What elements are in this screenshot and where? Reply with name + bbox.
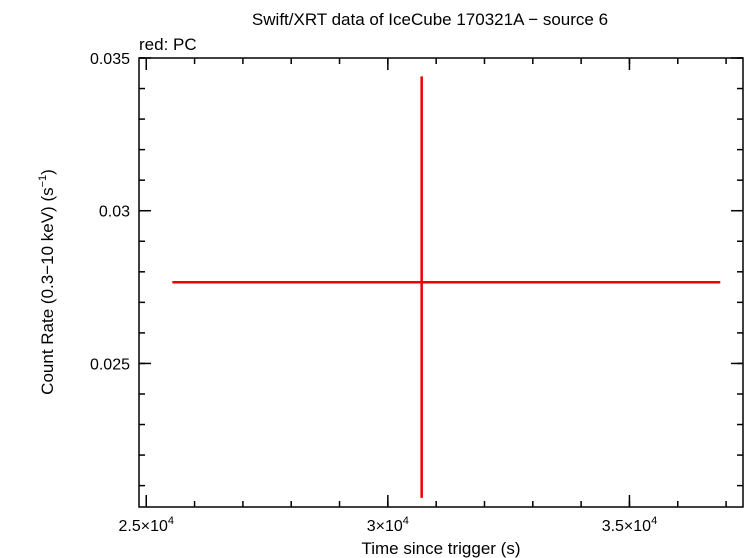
x-tick-mantissa: 2.5×10 [118, 518, 167, 535]
y-tick-label: 0.025 [90, 356, 130, 373]
x-tick-mantissa: 3.5×10 [602, 518, 651, 535]
y-tick-label: 0.03 [99, 204, 130, 221]
x-tick-exponent: 4 [403, 515, 409, 527]
y-axis-label: Count Rate (0.3−10 keV) (s−1) [37, 169, 57, 395]
x-tick-label: 3×104 [367, 515, 409, 535]
chart-subtitle: red: PC [139, 35, 197, 54]
chart-title: Swift/XRT data of IceCube 170321A − sour… [252, 10, 608, 29]
x-tick-label: 3.5×104 [602, 515, 658, 535]
x-tick-exponent: 4 [168, 515, 174, 527]
plot-frame [138, 57, 744, 508]
x-tick-exponent: 4 [651, 515, 657, 527]
x-tick-label: 2.5×104 [118, 515, 174, 535]
axis-ticks [139, 57, 743, 507]
data-points [172, 76, 721, 498]
data-point [172, 76, 721, 498]
x-axis-label: Time since trigger (s) [361, 539, 520, 558]
x-tick-mantissa: 3×10 [367, 518, 403, 535]
y-axis-label-sup: −1 [37, 175, 49, 188]
y-tick-label: 0.035 [90, 51, 130, 68]
y-axis-label-main: Count Rate (0.3−10 keV) (s [38, 187, 57, 394]
y-axis-label-close: ) [38, 169, 57, 175]
